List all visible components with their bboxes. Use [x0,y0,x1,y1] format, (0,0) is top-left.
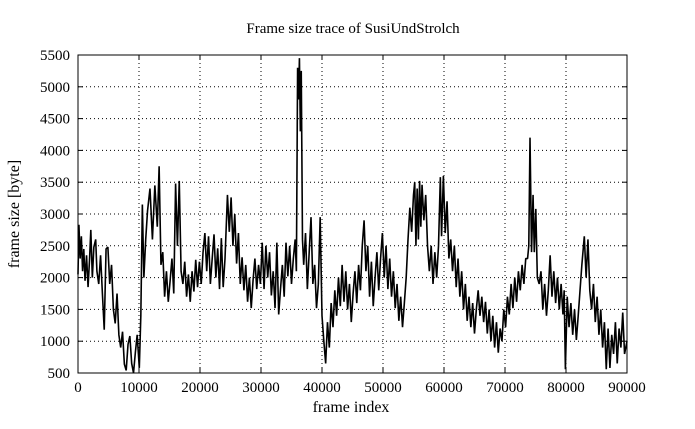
y-tick-label: 500 [48,366,71,382]
x-tick-label: 40000 [303,380,341,396]
y-tick-label: 5000 [40,80,70,96]
x-axis-label: frame index [312,399,390,416]
y-tick-label: 1000 [40,334,70,350]
x-tick-label: 80000 [547,380,585,396]
y-tick-label: 3500 [40,175,70,191]
y-axis-label: frame size [byte] [6,159,23,269]
x-tick-label: 60000 [425,380,463,396]
frame-size-trace-line [77,58,628,374]
x-tick-label: 90000 [608,380,646,396]
x-tick-label: 20000 [181,380,219,396]
x-tick-label: 30000 [242,380,280,396]
y-tick-label: 2500 [40,239,70,255]
y-tick-label: 2000 [40,271,70,287]
x-tick-label: 70000 [486,380,524,396]
x-tick-label: 10000 [120,380,158,396]
chart-title: Frame size trace of SusiUndStrolch [246,21,460,37]
y-tick-label: 3000 [40,207,70,223]
y-tick-label: 1500 [40,302,70,318]
x-tick-label: 50000 [364,380,402,396]
y-tick-label: 5500 [40,48,70,64]
x-tick-label: 0 [74,380,82,396]
y-tick-label: 4500 [40,112,70,128]
y-tick-label: 4000 [40,143,70,159]
